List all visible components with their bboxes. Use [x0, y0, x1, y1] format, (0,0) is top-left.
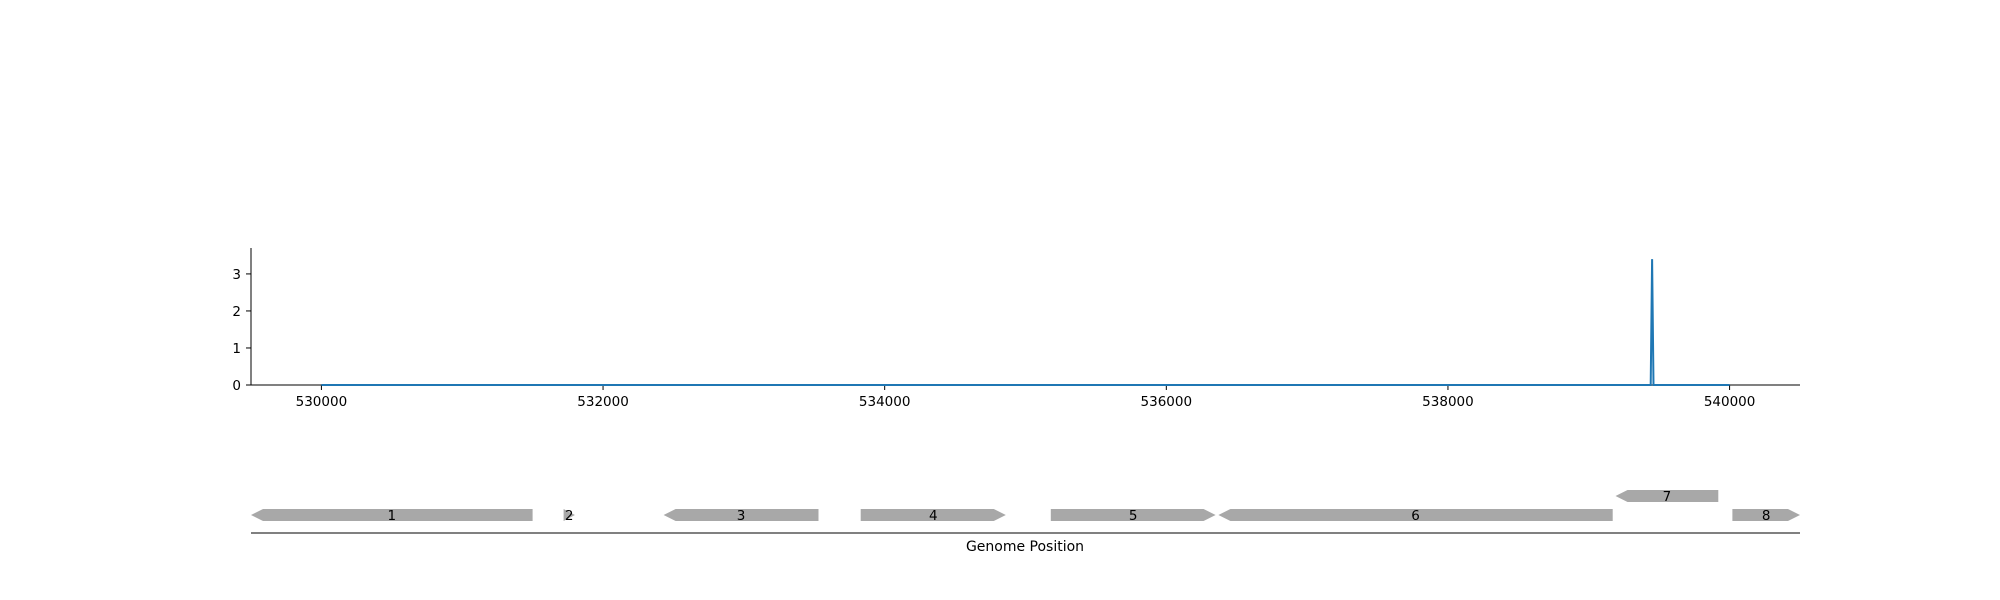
signal-line	[321, 259, 1730, 386]
gene-label-4: 4	[929, 508, 938, 524]
gene-track-panel: 1 2 3 4 5 6 7 8	[251, 489, 1800, 534]
gene-arrow-1	[251, 509, 533, 521]
y-tick-label: 0	[232, 378, 241, 394]
gene-arrow-4	[860, 509, 1006, 521]
x-tick-label: 538000	[1422, 394, 1474, 410]
gene-label-3: 3	[737, 508, 746, 524]
gene-arrow-8	[1732, 509, 1800, 521]
x-tick-label: 534000	[859, 394, 911, 410]
gene-label-6: 6	[1411, 508, 1420, 524]
gene-arrow-5	[1050, 509, 1216, 521]
gene-arrow-2	[563, 509, 575, 521]
y-tick-label: 1	[232, 341, 241, 357]
gene-label-8: 8	[1762, 508, 1771, 524]
x-tick-label: 532000	[577, 394, 629, 410]
gene-label-2: 2	[565, 508, 574, 524]
gene-arrow-3	[663, 509, 819, 521]
gene-label-1: 1	[388, 508, 397, 524]
gene-label-5: 5	[1129, 508, 1138, 524]
signal-panel: 0 1 2 3 530000 532000 534000 536000 538000 540000	[232, 248, 1800, 410]
gene-arrow-6	[1218, 509, 1613, 521]
x-tick-label: 530000	[296, 394, 348, 410]
y-tick-label: 3	[232, 267, 241, 283]
x-tick-label: 536000	[1141, 394, 1193, 410]
y-tick-label: 2	[232, 304, 241, 320]
gene-label-7: 7	[1663, 489, 1672, 505]
gene-arrow-7	[1615, 490, 1719, 502]
x-axis-label: Genome Position	[966, 539, 1084, 555]
x-tick-label: 540000	[1704, 394, 1756, 410]
